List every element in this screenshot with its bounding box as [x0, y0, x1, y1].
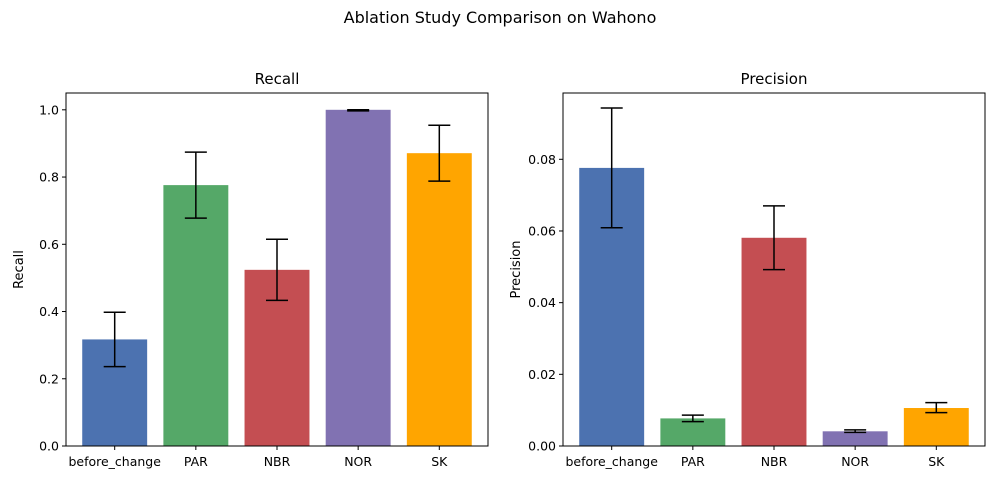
y-tick-label: 0.08	[528, 152, 556, 167]
errorbar-PAR	[681, 414, 704, 423]
x-tick-label: PAR	[681, 454, 705, 469]
bar-SK	[903, 408, 969, 446]
y-tick-label: 0.0	[39, 439, 59, 454]
errorbar-SK	[925, 401, 948, 414]
figure-suptitle: Ablation Study Comparison on Wahono	[344, 8, 657, 27]
y-tick-label: 0.8	[39, 170, 59, 185]
y-axis-label: Precision	[509, 240, 524, 298]
panel-title: Precision	[741, 70, 808, 88]
x-tick-label: NBR	[264, 454, 291, 469]
x-tick-label: SK	[431, 454, 448, 469]
errorbar-SK	[428, 124, 451, 182]
errorbar-NBR	[266, 238, 288, 302]
x-tick-label: before_change	[68, 454, 161, 469]
bar-NOR	[325, 109, 391, 447]
x-tick-label: before_change	[565, 454, 658, 469]
y-tick-label: 0.06	[528, 223, 556, 238]
y-tick-label: 0.6	[39, 237, 59, 252]
errorbar-before_change	[600, 107, 623, 229]
bar-SK	[406, 153, 472, 446]
y-tick-label: 0.00	[528, 439, 556, 454]
y-axis-label: Recall	[12, 250, 27, 289]
bar-NOR	[822, 431, 888, 446]
errorbar-NOR	[844, 429, 867, 434]
x-tick-label: NOR	[344, 454, 372, 469]
errorbar-NOR	[347, 109, 370, 112]
x-tick-label: NBR	[761, 454, 788, 469]
x-tick-label: NOR	[841, 454, 869, 469]
y-tick-label: 0.02	[528, 367, 556, 382]
precision-panel: 0.00 0.02 0.04 0.06 0.08 before_change PAR NBR N…	[509, 70, 986, 469]
bar-PAR	[163, 185, 229, 446]
y-tick-label: 0.2	[39, 371, 59, 386]
x-tick-label: PAR	[184, 454, 208, 469]
y-tick-label: 0.04	[528, 295, 556, 310]
errorbar-NBR	[763, 205, 785, 271]
bar-PAR	[660, 418, 726, 446]
errorbar-PAR	[184, 151, 207, 219]
panel-title: Recall	[255, 70, 300, 88]
y-tick-label: 1.0	[39, 102, 59, 117]
bar-NBR	[741, 237, 807, 446]
x-tick-label: SK	[928, 454, 945, 469]
y-tick-label: 0.4	[39, 304, 59, 319]
recall-panel: 0.0 0.2 0.4 0.6 0.8 1.0 before_change PAR NBR NOR…	[12, 70, 489, 469]
errorbar-before_change	[103, 311, 126, 368]
